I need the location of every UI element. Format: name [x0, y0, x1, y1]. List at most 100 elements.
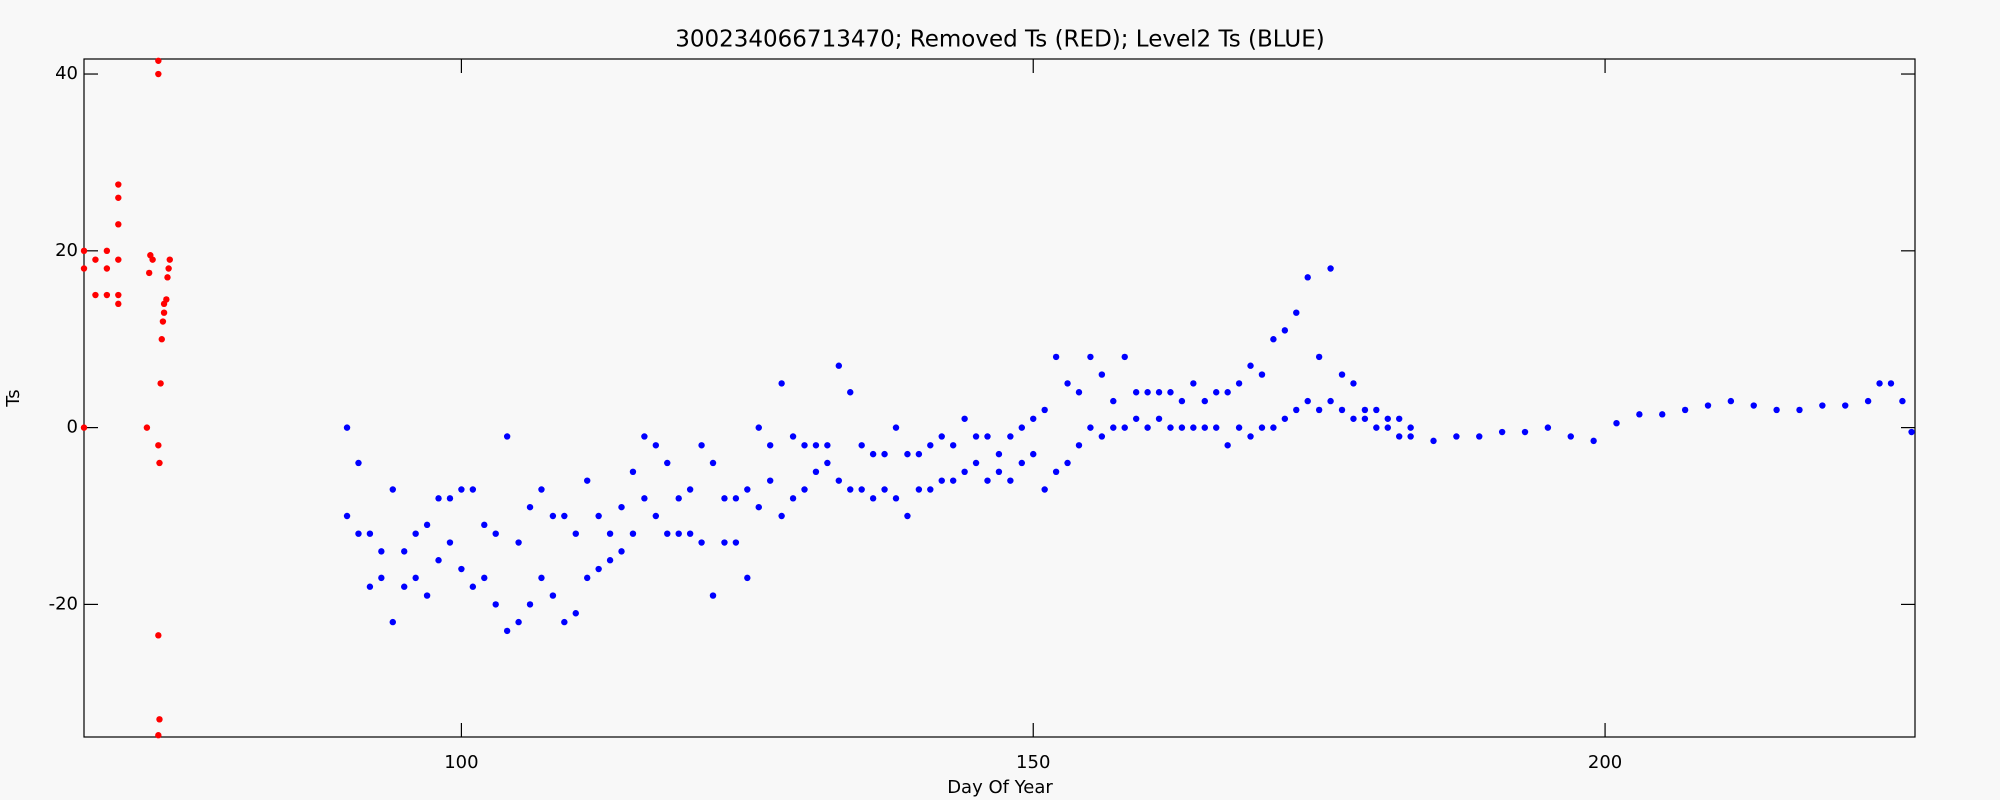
data-point	[1052, 353, 1060, 361]
data-point	[847, 389, 854, 396]
data-point	[1030, 450, 1037, 458]
data-point	[995, 450, 1003, 458]
data-point	[378, 574, 385, 582]
data-point	[423, 592, 431, 599]
data-point	[618, 548, 625, 555]
y-tick-label: 0	[67, 417, 78, 438]
data-point	[606, 530, 614, 537]
data-point	[1052, 468, 1060, 476]
data-point	[1167, 389, 1174, 396]
data-point	[1018, 459, 1026, 467]
data-point	[492, 601, 499, 608]
data-point	[1201, 397, 1208, 405]
data-point	[1842, 402, 1849, 409]
data-point	[355, 459, 362, 467]
data-point	[1899, 397, 1906, 405]
data-point	[366, 583, 374, 590]
data-point	[160, 309, 168, 316]
data-point	[1727, 397, 1735, 405]
data-point	[156, 459, 163, 467]
data-point	[343, 512, 351, 520]
x-tick-label: 100	[444, 752, 478, 773]
data-point	[675, 530, 682, 537]
data-point	[961, 415, 968, 422]
data-point	[641, 433, 648, 440]
data-point	[904, 450, 911, 458]
data-point	[80, 265, 88, 272]
data-point	[1213, 389, 1220, 396]
data-point	[1453, 433, 1460, 440]
data-point	[80, 424, 88, 431]
data-point	[869, 450, 877, 458]
data-point	[145, 269, 153, 277]
data-point	[1270, 424, 1277, 431]
data-point	[1293, 309, 1300, 316]
data-point	[961, 468, 968, 476]
data-point	[549, 512, 557, 520]
data-point	[949, 477, 957, 484]
data-point	[584, 574, 591, 582]
data-point	[435, 495, 442, 502]
data-point	[1132, 389, 1140, 396]
data-point	[927, 442, 934, 449]
data-point	[115, 300, 122, 308]
data-point	[812, 442, 820, 449]
data-point	[1773, 406, 1780, 414]
data-point	[1338, 406, 1346, 414]
data-point	[629, 530, 637, 537]
data-point	[163, 296, 170, 303]
data-point	[984, 433, 991, 440]
data-point	[165, 265, 172, 272]
data-point	[1190, 424, 1197, 431]
data-point	[1590, 437, 1597, 445]
data-point	[801, 486, 808, 493]
data-point	[892, 424, 900, 431]
data-point	[503, 627, 511, 635]
data-point	[1327, 397, 1334, 405]
data-point	[143, 424, 151, 431]
data-point	[155, 632, 162, 639]
data-point	[686, 486, 694, 493]
data-point	[1075, 389, 1083, 396]
data-point	[1235, 424, 1243, 431]
x-axis-label: Day Of Year	[947, 777, 1053, 798]
data-point	[629, 468, 637, 476]
data-point	[1213, 424, 1220, 431]
data-point	[755, 424, 762, 431]
data-point	[492, 530, 499, 537]
data-point	[1178, 397, 1186, 405]
data-point	[1110, 424, 1117, 431]
data-point	[1281, 415, 1289, 422]
data-point	[1796, 406, 1803, 414]
data-point	[423, 521, 431, 529]
data-point	[789, 495, 797, 502]
data-point	[664, 530, 671, 537]
data-point	[572, 610, 579, 617]
data-point	[709, 592, 717, 599]
data-point	[355, 530, 362, 537]
data-point	[721, 539, 728, 546]
plot-frame	[83, 58, 1916, 738]
data-point	[343, 424, 351, 431]
data-point	[904, 512, 911, 520]
data-point	[1659, 411, 1666, 418]
data-point	[1613, 419, 1620, 427]
data-point	[892, 495, 900, 502]
data-point	[92, 256, 99, 263]
data-point	[1819, 402, 1826, 409]
data-point	[1270, 336, 1277, 343]
data-point	[1224, 389, 1231, 396]
data-point	[824, 442, 831, 449]
data-point	[157, 380, 164, 387]
data-point	[1373, 406, 1380, 414]
data-point	[401, 548, 408, 555]
data-point	[103, 291, 111, 299]
data-point	[1075, 442, 1083, 449]
data-point	[515, 539, 522, 546]
data-point	[1121, 353, 1128, 361]
data-point	[1087, 424, 1094, 431]
data-point	[606, 557, 614, 564]
data-point	[1007, 433, 1014, 440]
